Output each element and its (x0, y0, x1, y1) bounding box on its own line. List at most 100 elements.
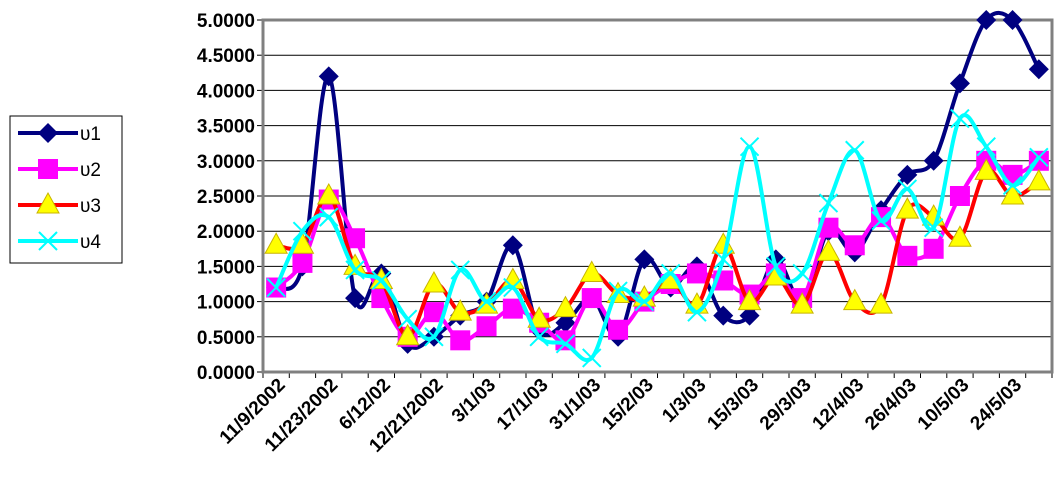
data-point (1000, 182, 1025, 205)
data-point (950, 108, 970, 129)
legend-label: υ4 (80, 232, 101, 253)
data-point (529, 327, 549, 347)
data-point (897, 179, 918, 199)
data-point (476, 316, 497, 337)
data-point (948, 225, 972, 247)
data-point (581, 288, 602, 309)
legend: υ1 υ2 υ3 υ4 (9, 115, 123, 264)
y-tick-label: 2.5000 (197, 187, 255, 208)
x-tick-label: 24/5/03 (966, 375, 1026, 435)
data-point (502, 298, 523, 319)
data-point (264, 232, 288, 254)
y-tick-label: 3.0000 (197, 152, 255, 173)
series-2 (266, 150, 1049, 351)
legend-entry-2: υ2 (18, 159, 101, 181)
data-point (395, 323, 420, 346)
data-point (842, 288, 867, 311)
y-tick-label: 3.5000 (197, 117, 255, 138)
data-point (1002, 10, 1023, 30)
data-point (737, 288, 762, 311)
data-point (1028, 59, 1049, 80)
data-point (318, 66, 339, 87)
data-point (713, 249, 733, 270)
data-point (816, 239, 841, 261)
data-point (319, 207, 339, 227)
data-point (660, 263, 681, 284)
data-point (923, 150, 944, 171)
data-point (450, 330, 471, 351)
data-point (422, 270, 446, 293)
series-line (274, 113, 1041, 362)
data-point (1027, 168, 1051, 191)
data-point (397, 309, 418, 329)
legend-label: υ3 (80, 196, 101, 217)
series-layer (264, 10, 1051, 368)
data-point (527, 306, 551, 328)
series-3 (264, 158, 1051, 346)
legend-entry-4: υ4 (18, 231, 101, 253)
data-point (895, 197, 920, 219)
x-tick-label: 17/1/03 (493, 375, 553, 435)
data-point (448, 299, 473, 321)
data-point (608, 281, 628, 301)
x-tick-label: 31/1/03 (546, 375, 606, 435)
series-4 (266, 108, 1049, 368)
y-tick-label: 5.0000 (197, 11, 255, 32)
data-point (871, 210, 891, 231)
data-point (845, 140, 865, 160)
x-tick-label: 12/4/03 (809, 375, 869, 435)
data-point (790, 292, 814, 314)
plot-area-frame (261, 18, 1054, 374)
legend-box (9, 115, 123, 264)
data-point (502, 235, 523, 256)
data-point (1029, 147, 1049, 167)
data-point (266, 277, 286, 298)
data-point (949, 186, 970, 206)
data-point (345, 288, 366, 309)
legend-entry-1: υ1 (18, 123, 101, 145)
data-point (1002, 175, 1023, 196)
data-point (634, 291, 655, 312)
data-point (976, 10, 997, 30)
data-point (869, 292, 893, 314)
x-tick-label: 15/2/03 (598, 375, 658, 435)
data-point (503, 277, 523, 298)
data-point (687, 302, 707, 322)
data-point (686, 263, 707, 284)
data-point (766, 256, 786, 277)
data-point (949, 73, 970, 94)
data-point (608, 319, 629, 340)
data-point (292, 252, 313, 273)
data-point (818, 193, 839, 213)
legend-label: υ1 (80, 124, 101, 145)
data-point (976, 137, 996, 157)
y-tick-label: 4.5000 (197, 46, 255, 67)
data-point (371, 270, 392, 291)
data-point (579, 260, 604, 282)
legend-label: υ2 (80, 160, 101, 181)
data-point (316, 182, 341, 205)
x-tick-label: 15/3/03 (703, 375, 763, 435)
y-tick-label: 2.0000 (197, 222, 255, 243)
gridlines (257, 19, 1053, 378)
y-tick-label: 0.5000 (197, 328, 255, 349)
data-point (582, 348, 602, 368)
legend-marker (38, 231, 58, 251)
data-point (739, 305, 760, 326)
data-point (792, 263, 812, 284)
data-point (555, 312, 576, 333)
data-point (844, 235, 865, 256)
data-point (553, 295, 578, 318)
data-point (923, 217, 944, 238)
legend-marker (36, 191, 60, 214)
data-point (424, 327, 444, 347)
data-point (345, 260, 365, 280)
data-point (634, 249, 655, 270)
y-tick-label: 1.5000 (197, 257, 255, 278)
data-point (923, 238, 944, 259)
data-point (974, 158, 999, 180)
legend-marker (38, 159, 58, 179)
data-point (555, 334, 576, 354)
